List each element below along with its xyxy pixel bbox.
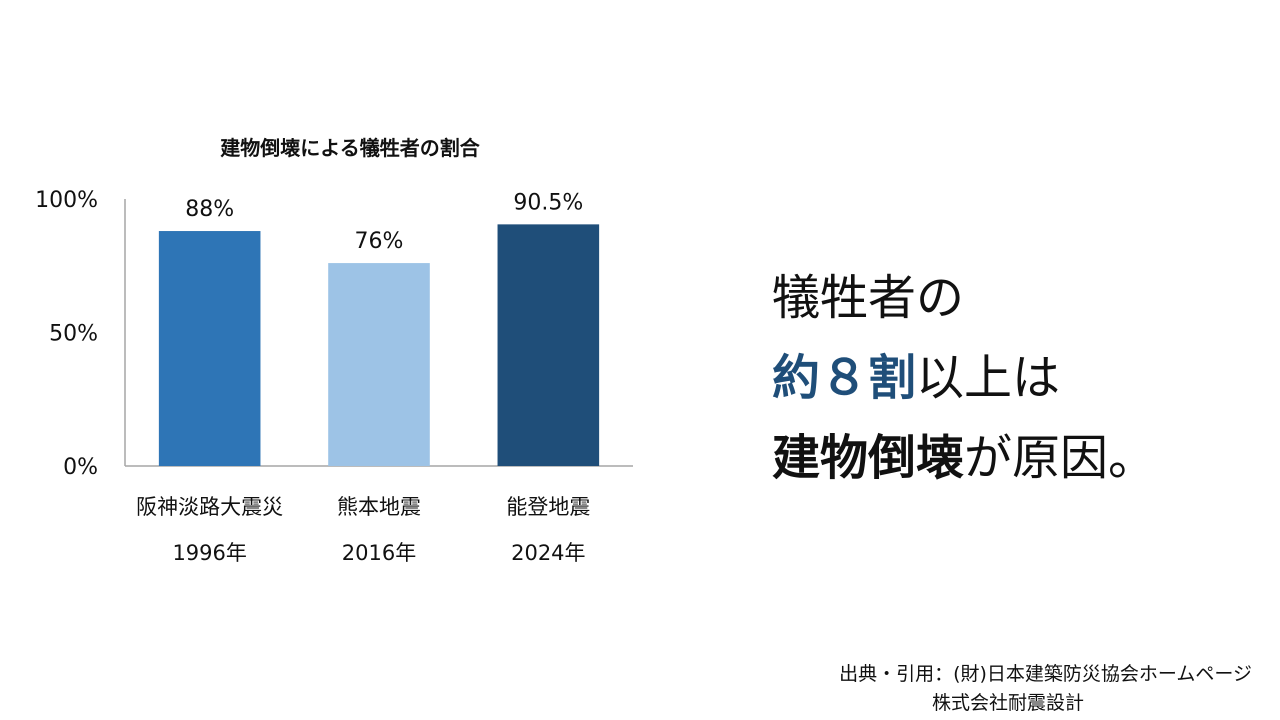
bar-chart: 0% 50% 100% 88% 阪神淡路大震災 1996年 76% 熊本地震 2016年 90.5… — [35, 188, 633, 565]
source-line-1: 出典・引用：(財)日本建築防災協会ホームページ — [839, 663, 1252, 685]
headline-line-3-rest: が原因。 — [964, 430, 1157, 486]
headline-line-3: 建物倒壊が原因。 — [772, 418, 1156, 498]
x-year-label: 1996年 — [172, 541, 246, 565]
headline-accent: 約８割 — [772, 350, 917, 406]
source-line-2: 株式会社耐震設計 — [931, 692, 1084, 714]
x-category-label: 能登地震 — [506, 495, 590, 519]
x-year-label: 2024年 — [511, 541, 585, 565]
headline-line-2: 約８割以上は — [772, 338, 1156, 418]
data-label: 90.5% — [513, 190, 583, 215]
headline: 犠牲者の 約８割以上は 建物倒壊が原因。 — [772, 258, 1156, 498]
y-tick-label: 0% — [63, 455, 98, 480]
x-category-label: 熊本地震 — [337, 495, 421, 519]
headline-line-2-rest: 以上は — [916, 350, 1061, 406]
x-category-label: 阪神淡路大震災 — [136, 495, 283, 519]
y-tick-label: 50% — [49, 322, 98, 347]
data-label: 76% — [355, 229, 404, 254]
source-citation: 出典・引用：(財)日本建築防災協会ホームページ 株式会社耐震設計 — [839, 660, 1252, 718]
chart-title: 建物倒壊による犠牲者の割合 — [220, 136, 480, 160]
data-label: 88% — [185, 197, 234, 222]
x-year-label: 2016年 — [342, 541, 416, 565]
bar — [158, 231, 261, 466]
bar — [328, 263, 430, 466]
bar — [497, 224, 600, 466]
headline-line-1: 犠牲者の — [772, 270, 965, 326]
y-tick-label: 100% — [35, 188, 98, 213]
headline-strong: 建物倒壊 — [772, 430, 965, 486]
